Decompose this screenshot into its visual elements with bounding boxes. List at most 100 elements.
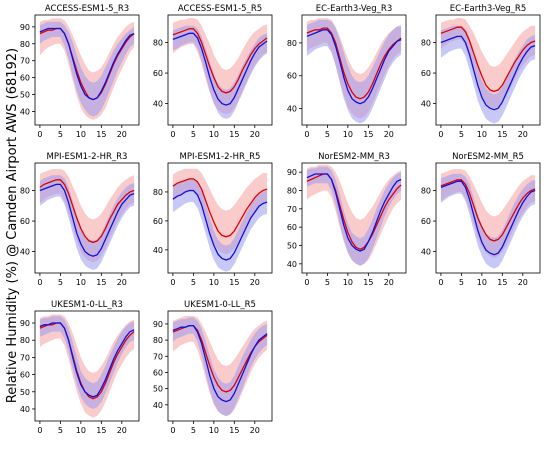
blue-mean-line	[306, 173, 402, 252]
x-tick-label: 10	[76, 278, 86, 287]
x-tick-label: 0	[170, 426, 175, 435]
y-tick-label: 80	[20, 187, 30, 196]
y-tick-label: 80	[153, 39, 163, 48]
y-tick-label: 90	[287, 168, 297, 177]
x-tick-label: 5	[459, 278, 464, 287]
y-tick-label: 90	[20, 319, 30, 328]
x-tick-label: 5	[191, 278, 196, 287]
x-tick-label: 0	[170, 130, 175, 139]
panel-title: ACCESS-ESM1-5_R5	[178, 4, 262, 14]
y-tick-label: 60	[153, 69, 163, 78]
y-tick-label: 60	[20, 74, 30, 83]
y-tick-label: 50	[153, 385, 163, 394]
y-tick-label: 50	[20, 91, 30, 100]
x-tick-label: 20	[384, 278, 394, 287]
x-tick-label: 0	[304, 130, 309, 139]
blue-mean-line	[172, 324, 268, 403]
x-tick-label: 15	[229, 130, 239, 139]
panel-frame	[34, 310, 140, 422]
x-tick-label: 0	[37, 426, 42, 435]
x-tick-label: 5	[58, 426, 63, 435]
x-tick-label: 0	[170, 278, 175, 287]
red-range-band	[39, 314, 135, 418]
y-tick-label: 40	[20, 405, 30, 414]
chart-panel: ACCESS-ESM1-5_R3 0 5 10 15 20 40 50 60 70 80 90	[20, 4, 140, 139]
y-tick-label: 60	[421, 217, 431, 226]
x-tick-label: 10	[209, 130, 219, 139]
chart-panel: ACCESS-ESM1-5_R5 0 5 10 15 20 40 60 80	[153, 4, 273, 139]
red-mean-line	[172, 178, 268, 238]
blue-mean-line	[306, 29, 402, 105]
panel-title: UKESM1-0-LL_R5	[184, 300, 256, 310]
y-tick-label: 60	[153, 217, 163, 226]
x-tick-label: 10	[477, 278, 487, 287]
y-tick-label: 50	[20, 388, 30, 397]
y-tick-label: 80	[421, 187, 431, 196]
panel-title: EC-Earth3-Veg_R5	[450, 4, 527, 14]
blue-mean-line	[440, 35, 536, 111]
blue-range-band	[39, 316, 135, 409]
x-tick-label: 10	[477, 130, 487, 139]
panel-frame	[167, 14, 273, 126]
y-tick-label: 40	[153, 100, 163, 109]
y-tick-label: 80	[153, 336, 163, 345]
x-tick-label: 20	[250, 278, 260, 287]
y-tick-label: 40	[153, 401, 163, 410]
panel-title: ACCESS-ESM1-5_R3	[45, 4, 129, 14]
blue-mean-line	[39, 322, 135, 398]
blue-mean-line	[39, 27, 135, 101]
x-tick-label: 15	[229, 426, 239, 435]
x-tick-label: 5	[325, 130, 330, 139]
y-tick-label: 80	[287, 39, 297, 48]
panel-frame	[301, 162, 407, 274]
red-mean-line	[172, 28, 268, 94]
panel-title: MPI-ESM1-2-HR_R5	[180, 152, 261, 162]
x-tick-label: 0	[438, 130, 443, 139]
chart-panel: EC-Earth3-Veg_R3 0 5 10 15 20 40 60 80	[287, 4, 407, 139]
y-tick-label: 60	[287, 223, 297, 232]
y-tick-label: 60	[153, 368, 163, 377]
panel-frame	[167, 162, 273, 274]
x-tick-label: 20	[117, 426, 127, 435]
y-tick-label: 40	[287, 105, 297, 114]
blue-mean-line	[39, 183, 135, 257]
x-tick-label: 20	[384, 130, 394, 139]
red-range-band	[172, 315, 268, 417]
y-tick-label: 40	[421, 100, 431, 109]
chart-panel: UKESM1-0-LL_R5 0 5 10 15 20 40 50 60 70 80 90	[153, 300, 273, 435]
x-tick-label: 10	[76, 130, 86, 139]
y-tick-label: 50	[287, 242, 297, 251]
y-tick-label: 40	[287, 260, 297, 269]
panel-frame	[435, 14, 541, 126]
y-tick-label: 60	[421, 69, 431, 78]
x-tick-label: 15	[363, 130, 373, 139]
x-tick-label: 10	[76, 426, 86, 435]
x-tick-label: 15	[96, 426, 106, 435]
x-tick-label: 5	[459, 130, 464, 139]
x-tick-label: 5	[325, 278, 330, 287]
blue-range-band	[440, 25, 536, 124]
x-tick-label: 20	[250, 426, 260, 435]
blue-range-band	[172, 178, 268, 272]
x-tick-label: 0	[438, 278, 443, 287]
panel-title: NorESM2-MM_R5	[452, 152, 524, 162]
chart-panel: UKESM1-0-LL_R3 0 5 10 15 20 40 50 60 70 80 90	[20, 300, 140, 435]
y-tick-label: 90	[20, 23, 30, 32]
x-tick-label: 15	[363, 278, 373, 287]
y-tick-label: 80	[287, 187, 297, 196]
chart-panel: NorESM2-MM_R5 0 5 10 15 20 40 60 80	[421, 152, 541, 287]
x-tick-label: 20	[518, 130, 528, 139]
y-tick-label: 70	[20, 353, 30, 362]
panel-title: MPI-ESM1-2-HR_R3	[47, 152, 128, 162]
blue-mean-line	[172, 189, 268, 261]
panel-frame	[34, 14, 140, 126]
red-range-band	[306, 164, 402, 266]
y-tick-label: 40	[20, 107, 30, 116]
y-tick-label: 40	[421, 248, 431, 257]
panel-frame	[435, 162, 541, 274]
x-tick-label: 15	[497, 130, 507, 139]
x-tick-label: 0	[304, 278, 309, 287]
x-tick-label: 5	[58, 278, 63, 287]
y-tick-label: 70	[20, 57, 30, 66]
y-tick-label: 70	[287, 205, 297, 214]
